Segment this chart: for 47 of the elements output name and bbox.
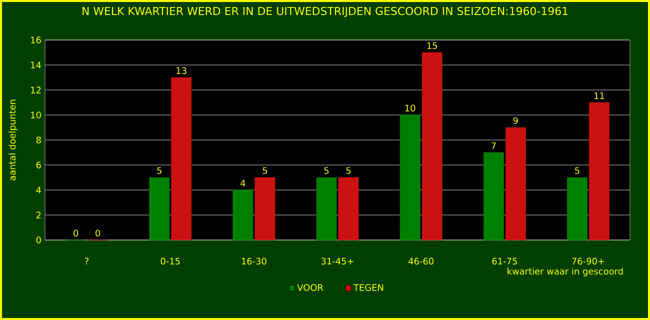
bar xyxy=(149,177,170,240)
x-tick-label: ? xyxy=(85,258,89,264)
bar xyxy=(422,52,442,240)
bar xyxy=(316,177,337,240)
data-label: 5 xyxy=(157,167,162,174)
bar xyxy=(338,177,359,240)
y-tick-label: 10 xyxy=(31,112,41,118)
bar xyxy=(400,114,420,240)
data-label: 0 xyxy=(74,230,78,236)
data-label: 13 xyxy=(176,67,186,74)
data-label: 5 xyxy=(575,167,580,174)
x-tick-label: 31-45+ xyxy=(321,258,354,265)
y-tick-label: 4 xyxy=(36,186,41,194)
y-axis-title: aantal doelpunten xyxy=(8,100,18,180)
x-axis-title: kwartier waar in gescoord xyxy=(508,268,623,276)
y-tick-label: 12 xyxy=(31,86,41,94)
y-tick-label: 0 xyxy=(36,236,41,244)
x-tick-label: 76-90+ xyxy=(572,258,604,265)
bar xyxy=(567,177,588,240)
bar xyxy=(589,102,610,240)
bar xyxy=(171,77,192,240)
y-tick-label: 8 xyxy=(36,136,41,144)
legend-label: TEGEN xyxy=(353,284,384,291)
data-label: 11 xyxy=(594,92,604,99)
x-tick-label: 0-15 xyxy=(160,258,180,265)
bar xyxy=(483,152,504,240)
y-tick-label: 2 xyxy=(36,212,41,218)
data-label: 10 xyxy=(405,104,416,112)
data-label: 5 xyxy=(262,167,267,174)
bar xyxy=(505,127,526,240)
data-label: 15 xyxy=(427,42,437,49)
x-tick-label: 46-60 xyxy=(408,258,434,265)
bar xyxy=(232,190,254,240)
data-label: 9 xyxy=(513,117,518,124)
x-tick-label: 16-30 xyxy=(242,258,266,265)
data-label: 5 xyxy=(346,167,351,174)
data-label: 5 xyxy=(324,167,329,174)
y-tick-label: 14 xyxy=(31,62,41,68)
chart-title: N WELK KWARTIER WERD ER IN DE UITWEDSTRIJDEN GESCOORD IN SEIZOEN:1960-1961 xyxy=(82,6,568,18)
y-tick-label: 6 xyxy=(36,162,41,168)
y-tick-label: 16 xyxy=(31,36,41,44)
data-label: 0 xyxy=(96,230,100,236)
bar xyxy=(254,177,276,240)
legend-label: VOOR xyxy=(297,284,324,291)
data-label: 4 xyxy=(240,180,246,186)
x-tick-label: 61-75 xyxy=(492,258,517,265)
data-label: 7 xyxy=(492,142,496,149)
